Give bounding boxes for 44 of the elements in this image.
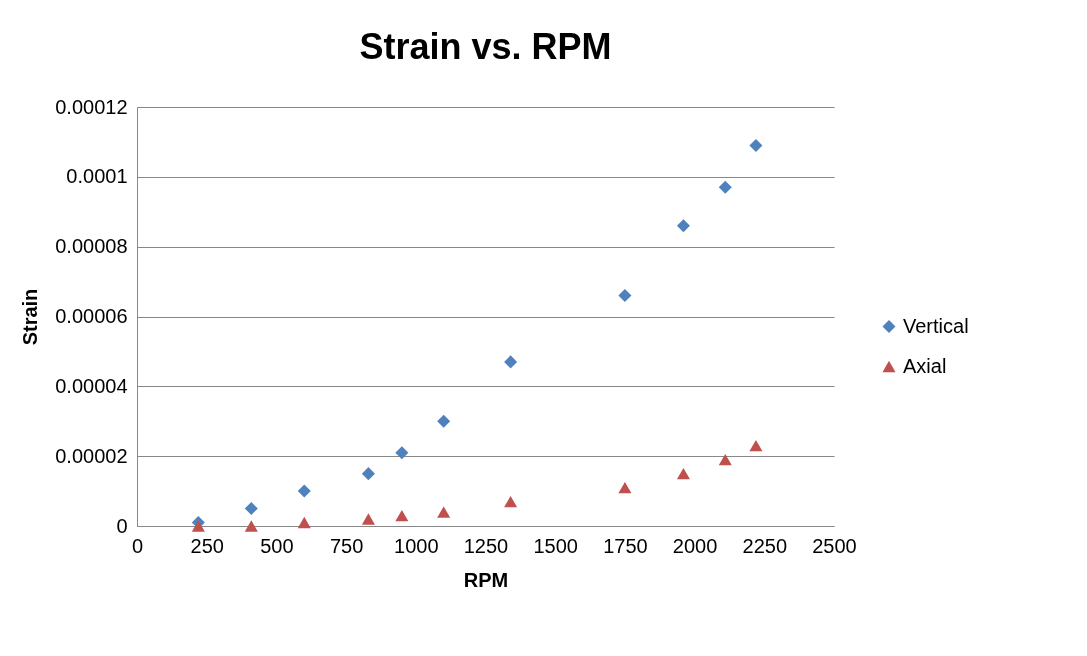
point (618, 481, 632, 494)
y-tick-label: 0.0001 (66, 165, 128, 188)
point (244, 520, 258, 532)
point (718, 454, 732, 466)
point (395, 509, 409, 522)
point (244, 502, 258, 516)
x-tick-label: 250 (190, 534, 224, 557)
point (395, 446, 409, 460)
x-axis-title: RPM (463, 568, 509, 591)
point (749, 440, 763, 452)
point (437, 414, 451, 428)
x-tick-label: 1000 (394, 534, 439, 557)
x-tick-label: 1250 (463, 534, 509, 557)
y-tick-label: 0.00006 (55, 305, 128, 327)
y-axis-title: Strain (19, 288, 42, 346)
point (676, 467, 690, 480)
x-tick-label: 2250 (742, 534, 788, 557)
point (676, 219, 690, 233)
x-tick-label: 1750 (603, 534, 648, 557)
point (718, 180, 732, 194)
point (191, 520, 205, 532)
point (749, 138, 763, 152)
x-tick-label: 2500 (812, 534, 857, 557)
point (297, 516, 311, 529)
x-tick-label: 750 (329, 534, 364, 557)
x-tick-label: 2000 (672, 534, 718, 557)
point (504, 355, 518, 369)
chart-title: Strain vs. RPM (359, 26, 612, 67)
point (361, 513, 375, 525)
y-tick-label: 0.00004 (55, 374, 128, 397)
point (437, 506, 451, 518)
legend-label: Vertical (903, 314, 969, 337)
point (504, 495, 518, 508)
y-tick-label: 0.00008 (55, 235, 128, 258)
point (297, 484, 311, 498)
x-tick-label: 1500 (533, 534, 578, 557)
y-tick-label: 0.00012 (55, 95, 128, 118)
legend-label: Axial (903, 354, 947, 377)
y-tick-label: 0.00002 (55, 444, 128, 467)
point (361, 467, 375, 481)
x-tick-label: 0 (131, 534, 144, 557)
x-tick-label: 500 (260, 534, 294, 557)
point (618, 289, 632, 303)
y-tick-label: 0 (116, 514, 128, 537)
